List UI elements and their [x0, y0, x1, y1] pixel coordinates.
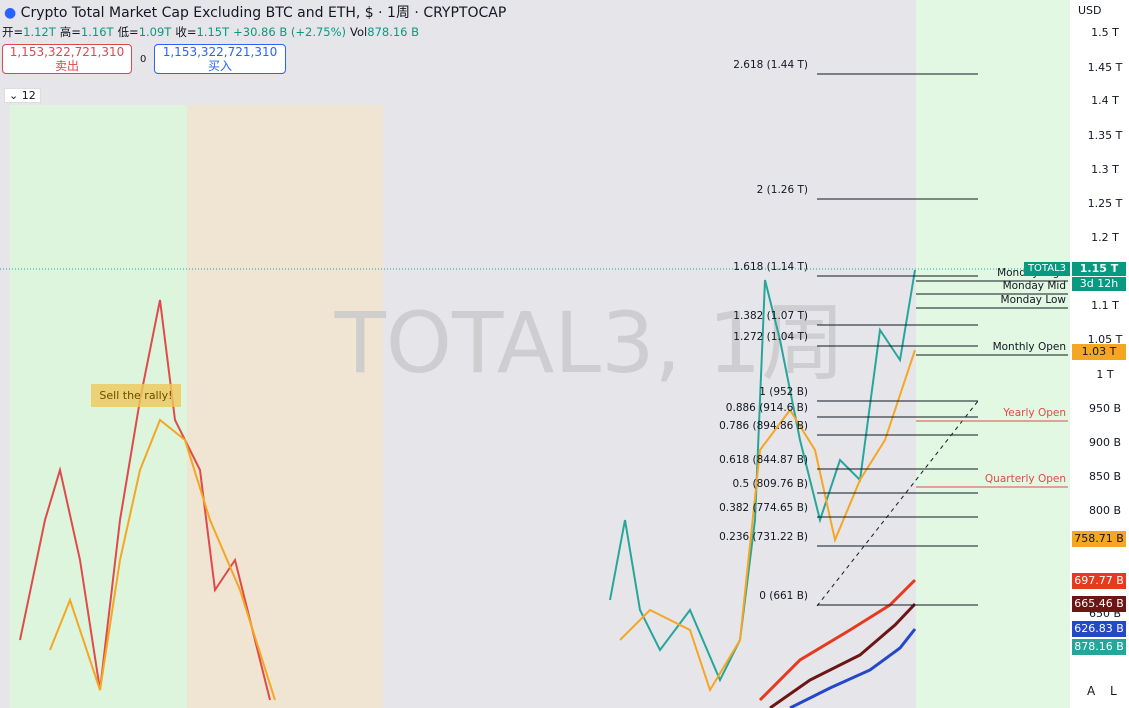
- indicators-toggle[interactable]: ⌄ 12: [4, 88, 41, 103]
- buy-label: 买入: [207, 59, 232, 73]
- ohlc: 开=1.12T 高=1.16T 低=1.09T 收=1.15T +30.86 B (+2…: [2, 24, 419, 40]
- annotation-box: [91, 384, 181, 407]
- price-axis-label: 850 B: [1089, 470, 1121, 483]
- annotation: Sell the rally!: [99, 389, 172, 402]
- log-button[interactable]: L: [1110, 684, 1117, 698]
- zone-tan: [187, 105, 383, 708]
- price-axis-label: 1.35 T: [1088, 129, 1123, 142]
- zone-green-right: [916, 0, 1070, 708]
- vol-label: Vol: [350, 25, 368, 39]
- level-label: Monday Mid: [1003, 280, 1066, 292]
- ohlc-label: 低=: [117, 25, 139, 39]
- fib-label: 0.236 (731.22 B): [719, 531, 808, 543]
- price-axis-label: 1.25 T: [1088, 197, 1123, 210]
- ohlc-label: 收=: [175, 25, 197, 39]
- countdown: 3d 12h: [1072, 277, 1126, 291]
- spread: 0: [140, 54, 147, 65]
- price-badge: 1.03 T: [1072, 344, 1126, 360]
- price-axis-label: 950 B: [1089, 402, 1121, 415]
- symbol-tag: TOTAL3: [1024, 262, 1070, 276]
- sell-button[interactable]: 1,153,322,721,310 卖出: [2, 44, 132, 74]
- ma-blue: [789, 628, 917, 708]
- ohlc-label: 开=: [2, 25, 24, 39]
- price-axis-label: 1.3 T: [1091, 163, 1119, 176]
- ma-orange-2: [619, 349, 916, 693]
- buy-button[interactable]: 1,153,322,721,310 买入: [154, 44, 286, 74]
- indicator-count: 12: [21, 89, 36, 102]
- last-price: 1.15 T: [1072, 262, 1126, 276]
- price-badge: 665.46 B: [1072, 596, 1126, 612]
- level-label: Monthly Open: [993, 341, 1066, 353]
- fib-label: 0.618 (844.87 B): [719, 454, 808, 466]
- price-badge: 878.16 B: [1072, 639, 1126, 655]
- auto-button[interactable]: A: [1087, 684, 1096, 698]
- price-badge: 697.77 B: [1072, 573, 1126, 589]
- fib-label: 1.382 (1.07 T): [733, 310, 808, 322]
- price-badge: 626.83 B: [1072, 621, 1126, 637]
- level-label: Quarterly Open: [985, 473, 1066, 485]
- ohlc-value: 1.16T: [80, 25, 114, 39]
- fib-label: 0.786 (894.86 B): [719, 420, 808, 432]
- watermark: TOTAL3, 1周: [334, 294, 846, 392]
- fib-label: 0.886 (914.6 B): [726, 402, 808, 414]
- ohlc-value: 1.12T: [23, 25, 56, 39]
- title: ● Crypto Total Market Cap Excluding BTC …: [4, 5, 507, 21]
- level-label: Monday Low: [1001, 294, 1067, 306]
- sell-label: 卖出: [54, 59, 79, 73]
- ma-orange: [49, 418, 276, 701]
- price-axis-label: 800 B: [1089, 504, 1121, 517]
- price-axis-label: 1 T: [1096, 368, 1113, 381]
- fib-label: 0.5 (809.76 B): [732, 478, 808, 490]
- price-axis-label: 1.1 T: [1091, 299, 1119, 312]
- ma-red: [758, 578, 917, 702]
- vol-value: 878.16 B: [367, 25, 420, 39]
- price-path: [19, 299, 271, 701]
- last-price-badge: TOTAL3 1.15 T 3d 12h: [1024, 262, 1126, 292]
- price-axis-label: 1.05 T: [1088, 333, 1123, 346]
- price-badge: 758.71 B: [1072, 531, 1126, 547]
- currency[interactable]: USD: [1078, 4, 1102, 17]
- buy-price: 1,153,322,721,310: [162, 45, 278, 59]
- fib-label: 0.382 (774.65 B): [719, 502, 808, 514]
- fib-label: 0 (661 B): [759, 590, 808, 602]
- price-axis-label: 1.5 T: [1091, 26, 1119, 39]
- fib-label: 2 (1.26 T): [757, 184, 808, 196]
- level-label: Yearly Open: [1002, 407, 1066, 419]
- fib-label: 1.272 (1.04 T): [733, 331, 808, 343]
- ohlc-value: 1.15T: [196, 25, 230, 39]
- ohlc-value: 1.09T: [138, 25, 172, 39]
- sell-price: 1,153,322,721,310: [9, 45, 125, 59]
- price-axis-label: 900 B: [1089, 436, 1121, 449]
- price-path-2: [609, 269, 916, 683]
- ohlc-label: 高=: [59, 25, 81, 39]
- change: +30.86 B (+2.75%): [233, 25, 347, 39]
- fib-label: 2.618 (1.44 T): [733, 59, 808, 71]
- fib-label: 1.618 (1.14 T): [733, 261, 808, 273]
- fib-label: 1 (952 B): [759, 386, 808, 398]
- title-text: Crypto Total Market Cap Excluding BTC an…: [20, 5, 507, 21]
- price-axis-label: 1.4 T: [1091, 94, 1119, 107]
- ma-darkred: [769, 602, 917, 708]
- price-axis-label: 1.2 T: [1091, 231, 1119, 244]
- price-axis-label: 1.45 T: [1088, 61, 1123, 74]
